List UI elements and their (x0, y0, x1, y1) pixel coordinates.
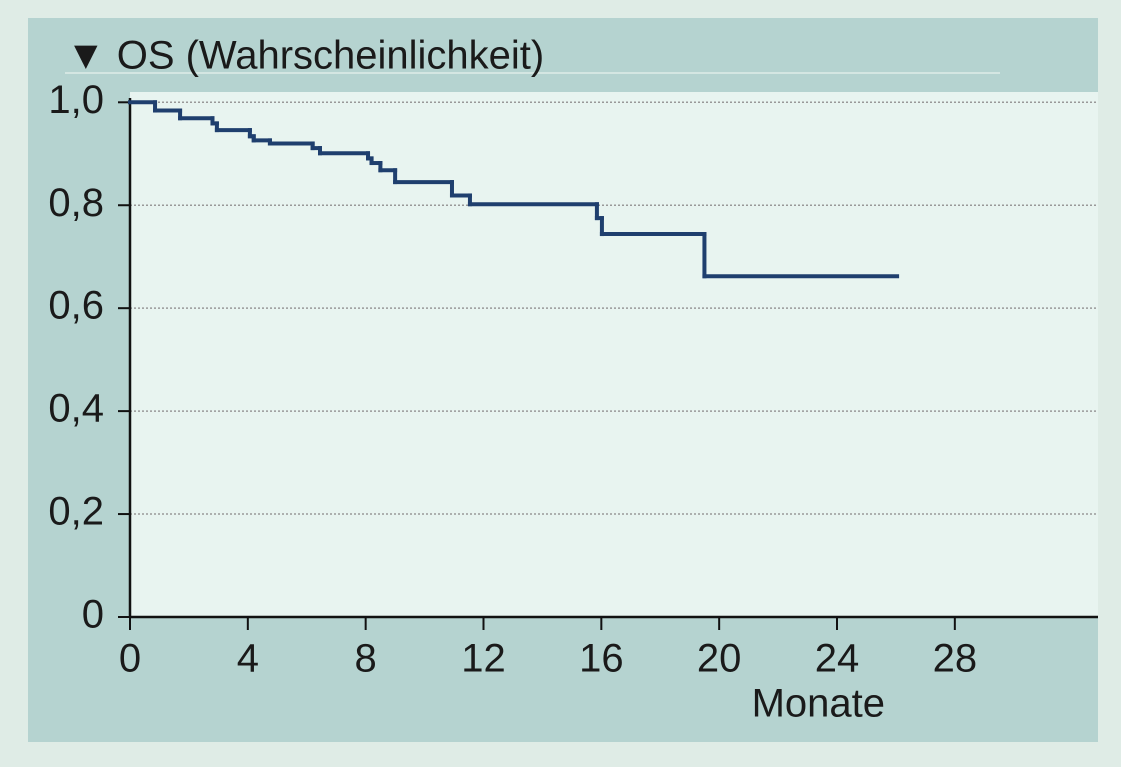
x-tick-label: 4 (237, 637, 259, 681)
x-tick-label: 8 (355, 637, 377, 681)
x-tick-label: 0 (119, 637, 141, 681)
plot-area (130, 92, 1098, 617)
y-tick-label: 1,0 (48, 78, 104, 122)
y-tick-label: 0,6 (48, 284, 104, 328)
x-tick-label: 16 (579, 637, 624, 681)
x-axis-label: Monate (752, 682, 885, 726)
chart-title: ▼ OS (Wahrscheinlichkeit) (66, 34, 544, 78)
x-tick-label: 28 (933, 637, 978, 681)
y-tick-label: 0,8 (48, 181, 104, 225)
x-tick-label: 12 (461, 637, 506, 681)
y-tick-label: 0,2 (48, 490, 104, 534)
y-tick-label: 0 (82, 593, 104, 637)
y-tick-label: 0,4 (48, 387, 104, 431)
x-tick-label: 24 (815, 637, 860, 681)
x-tick-label: 20 (697, 637, 742, 681)
